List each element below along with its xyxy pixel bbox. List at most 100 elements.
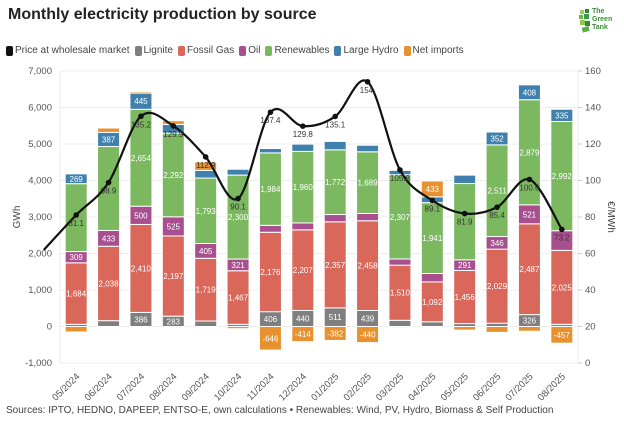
x-tick-label: 01/2025 — [309, 371, 341, 403]
price-point — [138, 113, 144, 120]
x-tick-label: 06/2025 — [471, 371, 503, 403]
price-label: 129.9 — [163, 130, 184, 139]
legend-swatch-price — [6, 45, 13, 56]
bar-segment-oil — [388, 258, 412, 266]
bar-segment-imports — [64, 326, 88, 333]
y2-tick-label: 40 — [585, 285, 596, 296]
legend-item-imports[interactable]: Net imports — [403, 45, 464, 56]
bar-value-label: 2,307 — [390, 213, 411, 222]
legend-label: Lignite — [143, 45, 173, 56]
bar-value-label: 352 — [490, 134, 504, 143]
y-tick-label: 6,000 — [28, 103, 52, 114]
price-label: 90.1 — [230, 203, 246, 212]
x-tick-label: 12/2024 — [277, 371, 309, 403]
bar-segment-hydro — [517, 84, 541, 101]
y-tick-label: 0 — [47, 322, 52, 333]
x-tick-label: 10/2024 — [212, 371, 244, 403]
bar-value-label: 405 — [199, 247, 213, 256]
bar-segment-hydro — [485, 131, 509, 146]
price-point — [559, 226, 565, 233]
bar-segment-imports — [388, 326, 412, 329]
bar-value-label: -414 — [295, 330, 312, 339]
y2-tick-label: 20 — [585, 322, 596, 333]
bar-segment-imports — [194, 161, 218, 171]
bar-segment-imports — [258, 326, 282, 351]
x-tick-label: 11/2024 — [245, 371, 277, 403]
bar-value-label: 1,092 — [422, 298, 443, 307]
price-point — [429, 197, 436, 204]
x-tick-label: 02/2025 — [342, 371, 374, 403]
y-tick-label: -1,000 — [25, 358, 52, 369]
legend-label: Oil — [248, 45, 261, 56]
legend-item-lignite[interactable]: Lignite — [134, 45, 173, 56]
x-tick-label: 08/2025 — [536, 371, 568, 403]
bar-value-label: 2,038 — [99, 279, 120, 288]
bar-value-label: 500 — [134, 211, 148, 220]
bar-value-label: 1,960 — [293, 183, 314, 192]
price-point — [397, 167, 403, 173]
y2-tick-label: 60 — [585, 249, 596, 260]
legend-item-price[interactable]: Price at wholesale market — [6, 45, 130, 56]
legend-item-oil[interactable]: Oil — [239, 45, 260, 56]
x-tick-label: 05/2025 — [439, 371, 471, 403]
bar-segment-imports — [291, 326, 315, 343]
bar-value-label: 326 — [523, 317, 537, 326]
bar-value-label: 309 — [70, 253, 84, 262]
y2-tick-label: 120 — [585, 139, 601, 150]
y2-tick-label: 80 — [585, 212, 596, 223]
bar-value-label: 525 — [167, 222, 181, 231]
legend-item-renewables[interactable]: Renewables — [265, 45, 329, 56]
bar-value-label: 2,511 — [487, 187, 507, 196]
bar-value-label: 439 — [361, 314, 375, 323]
legend-label: Fossil Gas — [186, 45, 235, 56]
logo-line: Green — [592, 16, 613, 23]
bar-value-label: 406 — [264, 315, 278, 324]
y-tick-label: 1,000 — [28, 285, 52, 296]
bar-segment-imports — [517, 326, 541, 332]
bar-value-label: 1,793 — [196, 207, 217, 216]
bar-value-label: 2,410 — [131, 264, 152, 273]
price-label: 89.1 — [425, 204, 441, 213]
bar-value-label: 2,654 — [131, 154, 152, 163]
bar-value-label: 1,456 — [455, 293, 476, 302]
bar-value-label: 521 — [523, 210, 537, 219]
price-point — [73, 212, 79, 218]
bar-segment-hydro — [226, 168, 250, 176]
x-tick-label: 03/2025 — [374, 371, 406, 403]
y-tick-label: 3,000 — [28, 212, 52, 223]
bar-value-label: 1,689 — [358, 179, 379, 188]
bar-segment-hydro — [258, 148, 282, 154]
bar-value-label: 1,772 — [325, 178, 346, 187]
bar-segment-imports — [97, 127, 121, 133]
bar-value-label: 1,984 — [260, 185, 281, 194]
chart-legend: Price at wholesale market Lignite Fossil G… — [6, 45, 464, 56]
bar-segment-lignite — [388, 319, 412, 328]
y-axis-title: GWh — [12, 206, 23, 229]
bar-segment-hydro — [64, 173, 88, 185]
bar-segment-hydro — [356, 144, 380, 153]
bar-segment-hydro — [194, 169, 218, 179]
y-tick-label: 5,000 — [28, 139, 52, 150]
legend-label: Renewables — [274, 45, 330, 56]
bar-value-label: -382 — [327, 329, 344, 338]
bar-segment-hydro — [550, 108, 574, 122]
legend-swatch-gas — [177, 45, 185, 56]
price-label: 85.4 — [489, 211, 505, 220]
bar-segment-oil — [356, 212, 380, 222]
bar-segment-imports — [129, 91, 153, 94]
bar-value-label: 1,467 — [228, 294, 249, 303]
bar-value-label: 387 — [102, 135, 116, 144]
legend-item-gas[interactable]: Fossil Gas — [177, 45, 235, 56]
price-point — [105, 179, 112, 186]
bar-segment-hydro — [453, 174, 477, 185]
bar-value-label: 335 — [555, 111, 569, 120]
bar-segment-oil — [323, 214, 347, 223]
bar-value-label: 346 — [490, 239, 504, 248]
bar-value-label: -440 — [360, 331, 377, 340]
bar-value-label: 408 — [523, 88, 537, 97]
bar-value-label: 433 — [426, 185, 440, 194]
bar-segment-hydro — [291, 143, 315, 152]
x-tick-label: 08/2024 — [147, 371, 179, 403]
legend-item-hydro[interactable]: Large Hydro — [334, 45, 399, 56]
x-tick-label: 04/2025 — [406, 371, 438, 403]
